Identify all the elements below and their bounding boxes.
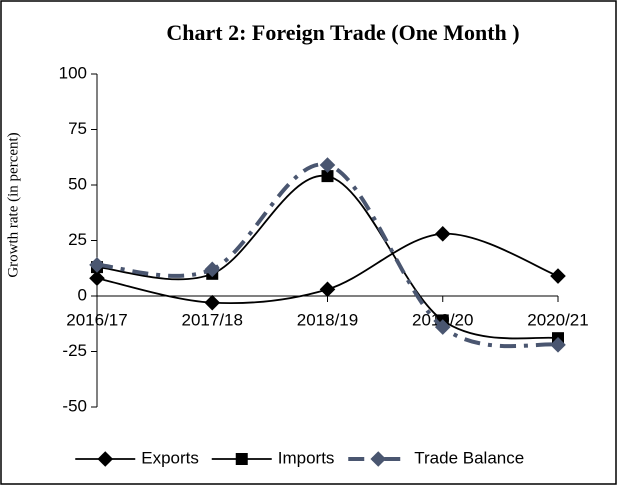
legend-label: Trade Balance	[414, 448, 524, 467]
y-tick-label: 75	[68, 119, 87, 138]
marker	[89, 257, 105, 273]
y-tick-label: -25	[62, 341, 87, 360]
x-tick-label: 2018/19	[297, 310, 358, 329]
y-tick-label: -50	[62, 396, 87, 415]
chart-title: Chart 2: Foreign Trade (One Month )	[166, 20, 519, 45]
marker	[89, 270, 105, 287]
legend-label: Imports	[278, 448, 335, 467]
legend-marker	[235, 453, 248, 465]
x-tick-label: 2020/21	[527, 310, 588, 329]
y-tick-label: 50	[68, 174, 87, 193]
y-axis-label: Growth rate (in percent)	[5, 132, 21, 277]
marker	[319, 157, 336, 173]
marker	[550, 268, 566, 284]
legend-marker	[370, 451, 387, 467]
x-tick-label: 2017/18	[182, 310, 243, 329]
marker	[319, 281, 336, 298]
marker	[204, 294, 221, 311]
y-tick-label: 100	[59, 63, 87, 82]
x-tick-label: 2016/17	[66, 310, 127, 329]
marker	[550, 337, 566, 353]
marker	[321, 170, 334, 183]
marker	[204, 261, 221, 278]
legend-label: Exports	[141, 448, 199, 467]
y-tick-label: 25	[68, 230, 87, 249]
marker	[434, 226, 451, 242]
y-tick-label: 0	[78, 285, 87, 304]
legend-marker	[97, 451, 114, 467]
marker	[434, 319, 451, 335]
